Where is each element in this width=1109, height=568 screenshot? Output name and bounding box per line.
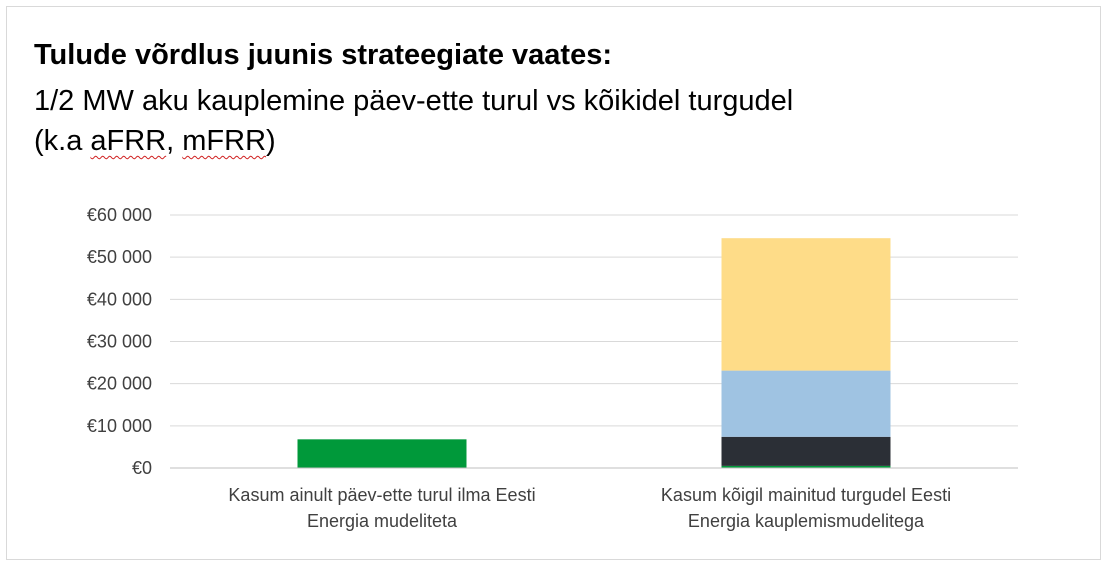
y-tick-label: €20 000	[87, 374, 152, 394]
chart-title: Tulude võrdlus juunis strateegiate vaate…	[34, 39, 613, 71]
y-tick-label: €40 000	[87, 289, 152, 309]
y-tick-label: €60 000	[87, 205, 152, 225]
x-category-label: Energia mudeliteta	[307, 511, 458, 531]
x-category-label: Kasum kõigil mainitud turgudel Eesti	[661, 485, 951, 505]
x-category-label: Energia kauplemismudelitega	[688, 511, 925, 531]
y-tick-label: €10 000	[87, 416, 152, 436]
subtitle-mfrr: mFRR	[182, 125, 267, 157]
chart-subtitle: 1/2 MW aku kauplemine päev-ette turul vs…	[34, 81, 1034, 161]
subtitle-line-1: 1/2 MW aku kauplemine päev-ette turul vs…	[34, 85, 794, 117]
bar-segment	[721, 436, 891, 466]
y-tick-label: €0	[132, 458, 152, 478]
y-tick-label: €50 000	[87, 247, 152, 267]
x-category-label: Kasum ainult päev-ette turul ilma Eesti	[228, 485, 535, 505]
subtitle-line-2-separator: ,	[166, 125, 183, 157]
bar-segment	[721, 370, 891, 437]
subtitle-line-2-suffix: )	[266, 125, 276, 157]
y-tick-label: €30 000	[87, 332, 152, 352]
bar-segment	[721, 238, 891, 371]
bar-segment	[297, 439, 467, 468]
bar-segment	[721, 465, 891, 468]
subtitle-afrr: aFRR	[90, 125, 167, 157]
subtitle-line-2-prefix: (k.a	[34, 125, 91, 157]
